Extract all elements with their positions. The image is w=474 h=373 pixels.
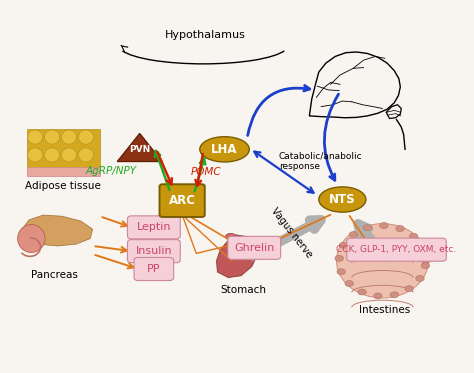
Ellipse shape (337, 269, 346, 275)
Ellipse shape (335, 256, 343, 261)
Ellipse shape (374, 293, 382, 299)
Ellipse shape (27, 130, 43, 144)
Text: PP: PP (147, 264, 161, 274)
Text: Ghrelin: Ghrelin (234, 243, 274, 253)
Ellipse shape (421, 263, 429, 269)
Text: Catabolic/anabolic
response: Catabolic/anabolic response (279, 151, 362, 171)
Polygon shape (117, 134, 162, 162)
Text: PVN: PVN (129, 145, 150, 154)
Text: Insulin: Insulin (136, 246, 172, 256)
Ellipse shape (18, 225, 45, 253)
Polygon shape (217, 235, 258, 278)
Polygon shape (19, 215, 92, 246)
FancyBboxPatch shape (160, 184, 205, 217)
FancyBboxPatch shape (128, 216, 180, 239)
Text: Adipose tissue: Adipose tissue (25, 181, 101, 191)
Ellipse shape (364, 225, 372, 231)
Ellipse shape (419, 245, 427, 251)
Ellipse shape (405, 286, 413, 292)
Ellipse shape (62, 130, 77, 144)
Ellipse shape (226, 233, 236, 240)
FancyBboxPatch shape (347, 238, 447, 261)
Ellipse shape (349, 232, 358, 238)
Text: LHA: LHA (211, 143, 238, 156)
Text: Pancreas: Pancreas (31, 270, 78, 280)
Ellipse shape (79, 130, 93, 144)
Ellipse shape (45, 148, 60, 162)
Ellipse shape (319, 187, 366, 212)
Text: POMC: POMC (191, 167, 221, 178)
Ellipse shape (358, 289, 366, 295)
FancyBboxPatch shape (228, 236, 281, 259)
Text: Leptin: Leptin (137, 222, 171, 232)
FancyBboxPatch shape (134, 257, 173, 280)
Text: Hypothalamus: Hypothalamus (165, 30, 246, 40)
Ellipse shape (410, 233, 418, 239)
Ellipse shape (345, 280, 354, 286)
Ellipse shape (62, 148, 77, 162)
Ellipse shape (337, 224, 428, 298)
Ellipse shape (234, 244, 242, 255)
FancyBboxPatch shape (128, 239, 180, 263)
Ellipse shape (27, 148, 43, 162)
Text: NTS: NTS (329, 193, 356, 206)
FancyBboxPatch shape (27, 167, 100, 176)
Text: Stomach: Stomach (220, 285, 266, 295)
Ellipse shape (200, 137, 249, 162)
Text: AgRP/NPY: AgRP/NPY (86, 166, 137, 176)
FancyBboxPatch shape (27, 129, 100, 168)
Ellipse shape (390, 292, 399, 298)
Text: CCK, GLP-1, PYY, OXM, etc.: CCK, GLP-1, PYY, OXM, etc. (337, 245, 456, 254)
Text: Intestines: Intestines (359, 305, 410, 316)
Text: ARC: ARC (169, 194, 196, 207)
Ellipse shape (421, 258, 430, 264)
Ellipse shape (396, 226, 404, 232)
Ellipse shape (380, 223, 388, 229)
Ellipse shape (45, 130, 60, 144)
Ellipse shape (79, 148, 93, 162)
Text: Vagus nerve: Vagus nerve (269, 206, 314, 260)
Ellipse shape (416, 276, 424, 282)
Ellipse shape (339, 242, 348, 248)
